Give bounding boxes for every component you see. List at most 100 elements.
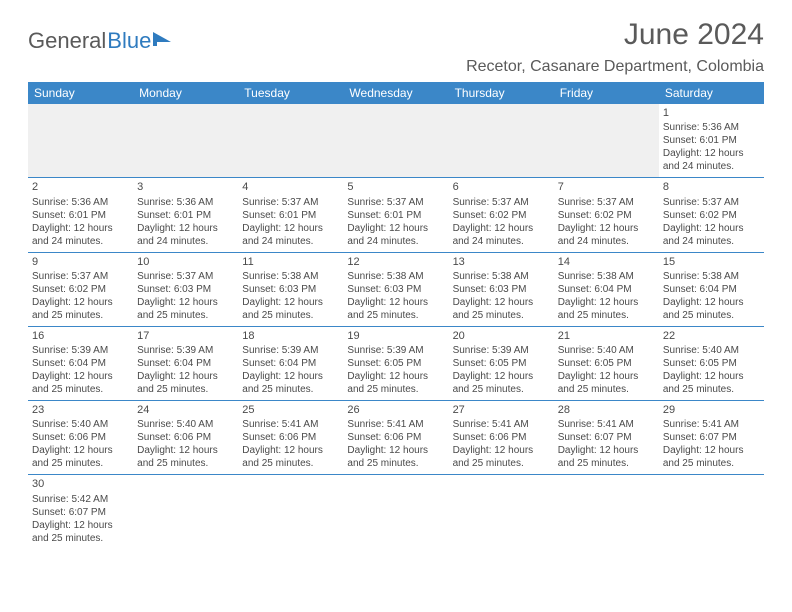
sunrise-line: Sunrise: 5:41 AM	[663, 418, 760, 431]
daylight-line: and 25 minutes.	[137, 457, 234, 470]
daylight-line: Daylight: 12 hours	[558, 296, 655, 309]
calendar-day-cell: 21Sunrise: 5:40 AMSunset: 6:05 PMDayligh…	[554, 326, 659, 400]
calendar-empty-cell	[554, 104, 659, 178]
day-number: 30	[32, 477, 129, 491]
sunset-line: Sunset: 6:03 PM	[347, 283, 444, 296]
daylight-line: and 24 minutes.	[663, 160, 760, 173]
daylight-line: Daylight: 12 hours	[663, 370, 760, 383]
calendar-day-cell: 30Sunrise: 5:42 AMSunset: 6:07 PMDayligh…	[28, 475, 133, 549]
daylight-line: and 25 minutes.	[32, 383, 129, 396]
sunset-line: Sunset: 6:01 PM	[32, 209, 129, 222]
day-number: 15	[663, 255, 760, 269]
calendar-empty-cell	[449, 475, 554, 549]
sunset-line: Sunset: 6:06 PM	[347, 431, 444, 444]
sunset-line: Sunset: 6:07 PM	[558, 431, 655, 444]
day-number: 11	[242, 255, 339, 269]
logo-text-blue: Blue	[107, 28, 151, 54]
logo: GeneralBlue	[28, 26, 175, 56]
day-number: 20	[453, 329, 550, 343]
daylight-line: Daylight: 12 hours	[137, 370, 234, 383]
sunset-line: Sunset: 6:03 PM	[242, 283, 339, 296]
sunrise-line: Sunrise: 5:39 AM	[32, 344, 129, 357]
month-title: June 2024	[466, 18, 764, 52]
sunset-line: Sunset: 6:04 PM	[558, 283, 655, 296]
daylight-line: and 25 minutes.	[558, 309, 655, 322]
daylight-line: Daylight: 12 hours	[347, 444, 444, 457]
daylight-line: Daylight: 12 hours	[347, 296, 444, 309]
daylight-line: and 24 minutes.	[453, 235, 550, 248]
sunrise-line: Sunrise: 5:36 AM	[32, 196, 129, 209]
daylight-line: and 25 minutes.	[32, 309, 129, 322]
calendar-day-cell: 29Sunrise: 5:41 AMSunset: 6:07 PMDayligh…	[659, 401, 764, 475]
day-number: 18	[242, 329, 339, 343]
sunset-line: Sunset: 6:02 PM	[663, 209, 760, 222]
day-number: 6	[453, 180, 550, 194]
sunset-line: Sunset: 6:05 PM	[453, 357, 550, 370]
day-number: 3	[137, 180, 234, 194]
day-number: 29	[663, 403, 760, 417]
calendar-page: GeneralBlue June 2024 Recetor, Casanare …	[0, 0, 792, 549]
daylight-line: Daylight: 12 hours	[242, 444, 339, 457]
daylight-line: Daylight: 12 hours	[663, 147, 760, 160]
day-number: 23	[32, 403, 129, 417]
sunset-line: Sunset: 6:01 PM	[663, 134, 760, 147]
daylight-line: and 24 minutes.	[558, 235, 655, 248]
day-number: 16	[32, 329, 129, 343]
daylight-line: Daylight: 12 hours	[32, 370, 129, 383]
sunset-line: Sunset: 6:04 PM	[242, 357, 339, 370]
daylight-line: Daylight: 12 hours	[242, 296, 339, 309]
daylight-line: and 25 minutes.	[663, 383, 760, 396]
day-number: 21	[558, 329, 655, 343]
daylight-line: and 25 minutes.	[558, 457, 655, 470]
daylight-line: Daylight: 12 hours	[32, 444, 129, 457]
calendar-day-cell: 5Sunrise: 5:37 AMSunset: 6:01 PMDaylight…	[343, 178, 448, 252]
day-number: 2	[32, 180, 129, 194]
sunset-line: Sunset: 6:03 PM	[137, 283, 234, 296]
day-number: 4	[242, 180, 339, 194]
calendar-week-row: 2 Sunrise: 5:36 AMSunset: 6:01 PM Daylight…	[28, 178, 764, 252]
sunrise-line: Sunrise: 5:39 AM	[453, 344, 550, 357]
calendar-day-cell: 6Sunrise: 5:37 AMSunset: 6:02 PMDaylight…	[449, 178, 554, 252]
weekday-header: Saturday	[659, 82, 764, 104]
sunset-line: Sunset: 6:02 PM	[32, 283, 129, 296]
calendar-day-cell: 11Sunrise: 5:38 AMSunset: 6:03 PMDayligh…	[238, 252, 343, 326]
daylight-line: Daylight: 12 hours	[453, 444, 550, 457]
daylight-line: Daylight: 12 hours	[663, 444, 760, 457]
daylight-line: Daylight: 12 hours	[453, 222, 550, 235]
sunrise-line: Sunrise: 5:37 AM	[137, 270, 234, 283]
calendar-day-cell: 1Sunrise: 5:36 AMSunset: 6:01 PMDaylight…	[659, 104, 764, 178]
day-number: 13	[453, 255, 550, 269]
calendar-week-row: 16Sunrise: 5:39 AMSunset: 6:04 PMDayligh…	[28, 326, 764, 400]
day-number: 5	[347, 180, 444, 194]
sunrise-line: Sunrise: 5:38 AM	[453, 270, 550, 283]
sunset-line: Sunset: 6:05 PM	[663, 357, 760, 370]
daylight-line: and 24 minutes.	[663, 235, 760, 248]
sunrise-line: Sunrise: 5:40 AM	[558, 344, 655, 357]
daylight-line: Daylight: 12 hours	[137, 296, 234, 309]
day-number: 22	[663, 329, 760, 343]
sunset-line: Sunset: 6:06 PM	[32, 431, 129, 444]
calendar-day-cell: 19Sunrise: 5:39 AMSunset: 6:05 PMDayligh…	[343, 326, 448, 400]
sunrise-line: Sunrise: 5:37 AM	[663, 196, 760, 209]
sunrise-line: Sunrise: 5:39 AM	[242, 344, 339, 357]
daylight-line: Daylight: 12 hours	[663, 222, 760, 235]
calendar-day-cell: 9Sunrise: 5:37 AMSunset: 6:02 PMDaylight…	[28, 252, 133, 326]
day-number: 9	[32, 255, 129, 269]
day-number: 27	[453, 403, 550, 417]
sunrise-line: Sunrise: 5:39 AM	[347, 344, 444, 357]
daylight-line: and 24 minutes.	[137, 235, 234, 248]
daylight-line: and 25 minutes.	[137, 383, 234, 396]
calendar-empty-cell	[343, 104, 448, 178]
sunset-line: Sunset: 6:02 PM	[453, 209, 550, 222]
calendar-empty-cell	[133, 104, 238, 178]
daylight-line: and 25 minutes.	[453, 383, 550, 396]
daylight-line: and 25 minutes.	[663, 457, 760, 470]
day-number: 1	[663, 106, 760, 120]
sunset-line: Sunset: 6:03 PM	[453, 283, 550, 296]
daylight-line: and 24 minutes.	[347, 235, 444, 248]
day-number: 14	[558, 255, 655, 269]
sunrise-line: Sunrise: 5:41 AM	[453, 418, 550, 431]
day-number: 19	[347, 329, 444, 343]
calendar-day-cell: 15Sunrise: 5:38 AMSunset: 6:04 PMDayligh…	[659, 252, 764, 326]
calendar-day-cell: 3Sunrise: 5:36 AMSunset: 6:01 PMDaylight…	[133, 178, 238, 252]
